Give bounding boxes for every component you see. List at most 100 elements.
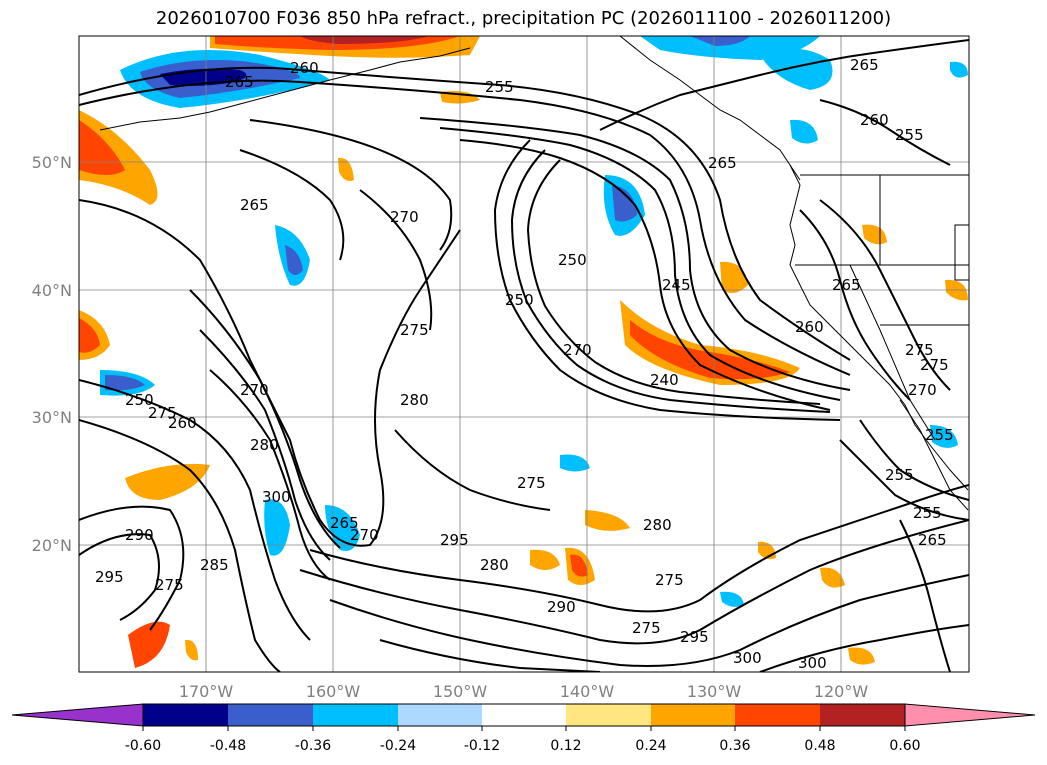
lon-label-170w: 170°W [179,682,234,701]
contour-label: 265 [330,514,359,532]
shading-orange-s5 [848,647,875,665]
colorbar-tick-label: 0.36 [719,738,750,754]
contour-label: 255 [913,504,942,522]
contour-line [79,199,461,547]
contour-label: 240 [650,371,679,389]
shading-blue-se [930,425,958,448]
contour-line [819,199,951,391]
contour-label: 275 [517,474,546,492]
colorbar-ticks [142,726,906,731]
contour-label: 260 [860,111,889,129]
shading-blue-s1 [560,454,590,472]
contour-label: 280 [480,556,509,574]
contour-label: 280 [250,436,279,454]
shading-blue-s7 [720,591,744,607]
contour-label: 275 [905,341,934,359]
contour-label: 265 [918,531,947,549]
contour-label: 300 [798,654,827,672]
colorbar-bin [228,704,313,726]
contour-labels: 265 260 255 265 260 255 265 265 270 250 … [95,56,954,672]
border-state-5 [849,264,936,441]
contour-label: 295 [680,628,709,646]
contour-line [419,117,851,391]
contour-label: 250 [558,251,587,269]
shading-darkblue-w33 [105,375,145,391]
shading-blue-ne2 [950,61,968,78]
shading-orange-n2 [338,157,354,181]
contour-line [859,419,969,501]
contour-label: 280 [643,516,672,534]
colorbar-bin [651,704,735,726]
figure-title: 2026010700 F036 850 hPa refract., precip… [155,8,892,29]
contour-label: 275 [155,576,184,594]
contour-label: 265 [708,154,737,172]
lat-label-40n: 40°N [32,281,72,300]
contour-line [249,119,453,251]
shading-darkblue-rb-ne [612,185,637,222]
contour-label: 260 [168,414,197,432]
refractivity-contours [79,39,969,672]
contour-line [79,419,281,672]
shading-blue-ne [760,48,833,90]
colorbar-frame [142,703,906,727]
contour-label: 255 [485,78,514,96]
contour-line [329,574,969,667]
shading-orange-s1 [530,549,560,570]
contour-line [299,519,969,645]
colorbar-tick-label: -0.36 [295,738,331,754]
colorbar-bin [566,704,651,726]
shading-darkred-top [300,36,430,44]
contour-line [379,639,601,672]
contour-label: 265 [240,196,269,214]
contour-label: 285 [200,556,229,574]
colorbar-extend-low [11,703,144,727]
colorbar-tick-label: -0.60 [125,738,161,754]
contour-label: 290 [125,526,154,544]
colorbar-tick-label: 0.24 [635,738,666,754]
colorbar: -0.60 -0.48 -0.36 -0.24 -0.12 0.12 0.24 … [11,703,1036,754]
shading-blue-e3 [790,119,818,144]
contour-line [79,533,160,621]
contour-line [819,99,951,166]
shading-orange-sw [125,463,210,500]
shading-darkblue-center-n [285,245,303,275]
colorbar-tick-label: -0.48 [210,738,246,754]
contour-line [79,379,311,641]
contour-label: 270 [350,526,379,544]
lon-label-120w: 120°W [814,682,869,701]
shading-red-plume [630,320,790,380]
contour-line [239,149,345,261]
colorbar-bin [735,704,820,726]
lon-label-130w: 130°W [687,682,742,701]
border-state-4 [954,224,969,281]
shading-orange-west50 [79,110,158,205]
contour-line [309,484,969,613]
graticule [79,36,969,672]
colorbar-extend-high [904,703,1036,727]
contour-label: 275 [920,356,949,374]
shading-red-s2 [570,554,588,577]
lat-label-20n: 20°N [32,536,72,555]
contour-label: 260 [290,59,319,77]
contour-label: 270 [908,381,937,399]
shading-orange-s3 [585,510,630,531]
contour-label: 280 [400,391,429,409]
contour-label: 295 [95,568,124,586]
contour-line [599,39,969,131]
colorbar-tick-label: 0.60 [889,738,920,754]
contour-label: 255 [885,466,914,484]
contour-line [199,329,331,561]
contour-label: 300 [733,649,762,667]
contour-line [510,149,831,413]
map-frame [78,35,970,673]
contour-line [79,66,851,361]
contour-line [839,439,969,521]
colorbar-bin [398,704,482,726]
shading-red-west38 [79,318,100,353]
shading-orange-e1 [862,224,887,245]
colorbar-tick-label: -0.24 [380,738,416,754]
contour-label: 275 [148,404,177,422]
contour-label: 290 [547,598,576,616]
shading-red-sw [128,621,170,668]
